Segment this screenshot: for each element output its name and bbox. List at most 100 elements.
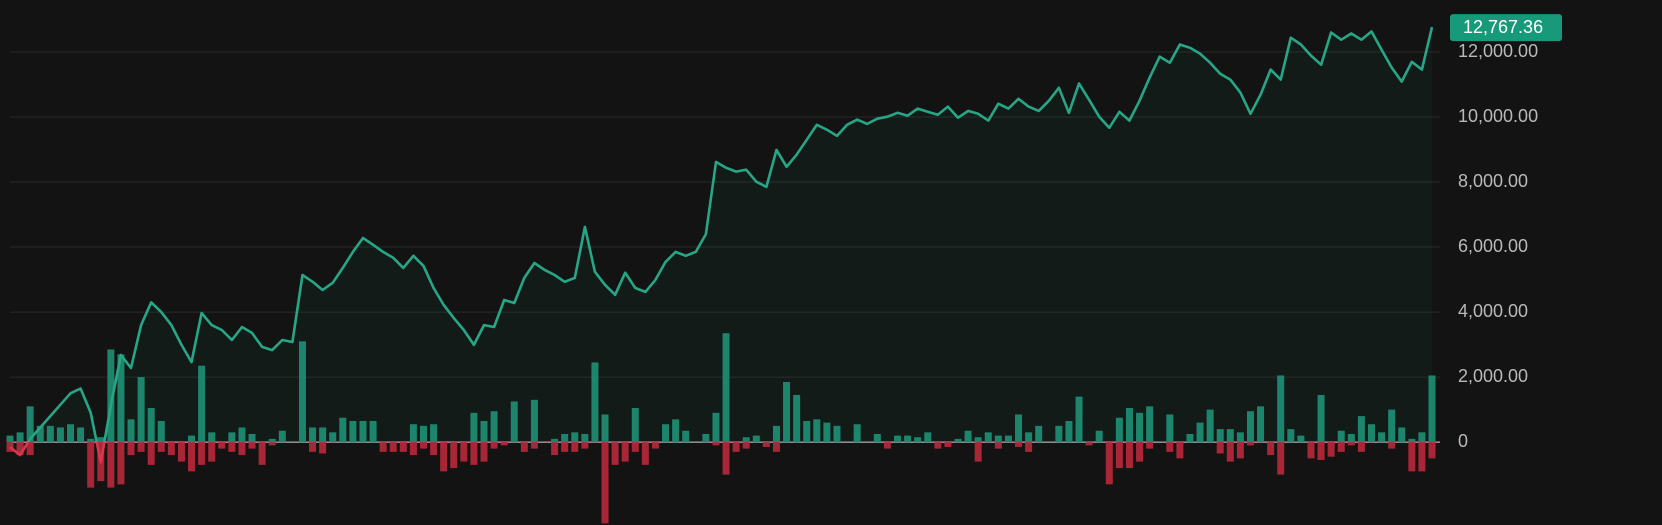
volume-bar	[1166, 442, 1174, 452]
volume-bar	[1357, 442, 1365, 452]
volume-bar	[1347, 442, 1355, 446]
volume-bar	[1125, 407, 1133, 443]
volume-bar	[954, 438, 962, 443]
y-tick-label: 6,000.00	[1458, 236, 1528, 256]
volume-bar	[732, 442, 740, 452]
volume-bar	[1236, 442, 1244, 459]
volume-bar	[1357, 416, 1365, 443]
volume-bar	[278, 430, 286, 443]
volume-bar	[46, 425, 54, 443]
volume-bar	[67, 424, 75, 443]
volume-bar	[581, 442, 589, 449]
volume-bar	[399, 442, 407, 452]
volume-bar	[238, 442, 246, 456]
volume-bar	[641, 442, 649, 465]
volume-bar	[722, 333, 730, 443]
volume-bar	[117, 442, 125, 485]
volume-bar	[742, 442, 750, 449]
volume-bar	[783, 381, 791, 443]
volume-bar	[762, 442, 770, 447]
volume-bar	[1317, 394, 1325, 443]
volume-bar	[1388, 442, 1396, 449]
volume-bar	[651, 442, 659, 449]
volume-bar	[147, 442, 155, 465]
volume-bar	[591, 362, 599, 443]
volume-bar	[107, 442, 115, 488]
volume-bar	[944, 442, 952, 447]
volume-bar	[722, 442, 730, 475]
volume-bar	[1418, 432, 1426, 443]
volume-bar	[551, 442, 559, 456]
volume-bar	[914, 437, 922, 443]
volume-bar	[742, 437, 750, 443]
volume-bar	[198, 442, 206, 465]
volume-bar	[1287, 429, 1295, 443]
volume-bar	[1367, 424, 1375, 443]
volume-bar	[853, 424, 861, 443]
volume-bar	[157, 442, 165, 452]
price-badge	[1450, 14, 1562, 42]
volume-bar	[137, 442, 145, 452]
volume-bar	[268, 442, 276, 446]
volume-bar	[1257, 406, 1265, 443]
volume-bar	[1146, 406, 1154, 443]
volume-bar	[1428, 375, 1436, 443]
volume-bar	[994, 435, 1002, 443]
volume-bar	[601, 442, 609, 524]
volume-bar	[1015, 442, 1023, 447]
volume-bar	[1327, 442, 1335, 457]
volume-bar	[1277, 442, 1285, 475]
volume-bar	[1146, 442, 1154, 449]
volume-bar	[188, 435, 196, 443]
volume-bar	[87, 442, 95, 488]
line-area	[10, 27, 1432, 463]
volume-bar	[793, 394, 801, 443]
volume-bar	[893, 435, 901, 443]
volume-bar	[16, 432, 24, 443]
volume-bar	[1378, 432, 1386, 443]
volume-bar	[873, 433, 881, 443]
volume-bar	[87, 438, 95, 443]
volume-bar	[1206, 409, 1214, 443]
volume-bar	[1398, 427, 1406, 443]
volume-bar	[430, 424, 438, 443]
volume-bar	[369, 420, 377, 443]
volume-bar	[359, 420, 367, 443]
volume-bar	[1125, 442, 1133, 469]
volume-bar	[662, 424, 670, 443]
volume-bar	[530, 399, 538, 443]
y-tick-label: 8,000.00	[1458, 171, 1528, 191]
volume-bar	[319, 442, 327, 454]
volume-bar	[490, 411, 498, 443]
volume-bar	[1176, 442, 1184, 459]
volume-bar	[77, 427, 85, 443]
volume-bar	[137, 377, 145, 443]
volume-bar	[1236, 432, 1244, 443]
volume-bar	[1337, 430, 1345, 443]
volume-bar	[16, 442, 24, 456]
volume-bar	[157, 420, 165, 443]
volume-bar	[823, 422, 831, 443]
volume-bar	[813, 419, 821, 443]
volume-bar	[26, 442, 34, 456]
volume-bar	[631, 442, 639, 452]
volume-bar	[127, 442, 135, 456]
volume-bar	[1075, 396, 1083, 443]
volume-bar	[238, 427, 246, 443]
volume-bar	[309, 442, 317, 452]
volume-bar	[248, 433, 256, 443]
volume-bar	[480, 442, 488, 462]
volume-bar	[561, 442, 569, 452]
volume-bar	[177, 442, 185, 462]
volume-bar	[309, 427, 317, 443]
volume-bar	[1307, 442, 1315, 459]
volume-bar	[1115, 417, 1123, 443]
volume-bar	[1347, 433, 1355, 443]
volume-bar	[530, 442, 538, 449]
volume-bar	[1186, 433, 1194, 443]
volume-bar	[1226, 429, 1234, 443]
volume-bar	[298, 341, 306, 443]
volume-bar	[712, 442, 720, 446]
volume-bar	[1015, 414, 1023, 443]
